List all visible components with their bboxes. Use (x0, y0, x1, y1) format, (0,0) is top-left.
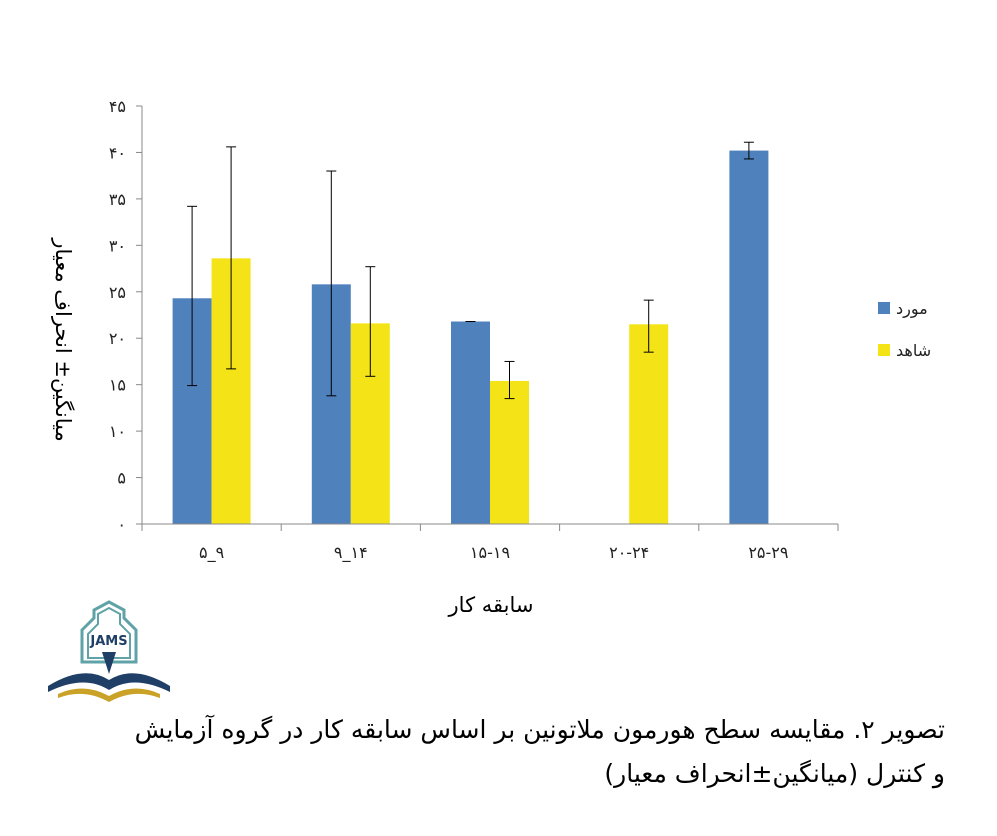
jams-logo: JAMS (48, 600, 170, 702)
legend: مورد شاهد (878, 299, 931, 360)
bar (451, 321, 490, 524)
x-axis-title: سابقه کار (448, 593, 534, 617)
y-tick-label: ۴۰ (109, 143, 126, 162)
caption-line-2: و کنترل (میانگین±انحراف معیار) (604, 759, 945, 788)
x-tick-label: ۱۵-۱۹ (470, 543, 510, 562)
y-tick-label: ۴۵ (109, 97, 126, 116)
x-tick-label: ۹_۱۴ (334, 543, 368, 563)
y-tick-label: ۰ (117, 515, 126, 534)
y-tick-label: ۲۵ (109, 283, 126, 302)
y-tick-label: ۳۵ (109, 190, 126, 209)
legend-swatch (878, 344, 890, 356)
x-tick-label: ۲۰-۲۴ (609, 543, 649, 562)
bar (729, 150, 769, 524)
y-tick-label: ۲۰ (109, 329, 126, 348)
y-axis-title: میانگین± انحراف معیار (51, 237, 75, 441)
figure-caption: تصویر ۲. مقایسه سطح هورمون ملاتونین بر ا… (40, 708, 945, 796)
x-tick-label: ۵_۹ (199, 543, 224, 563)
bar (490, 380, 529, 524)
bar-chart: ۰ ۵ ۱۰ ۱۵ ۲۰ ۲۵ ۳۰ ۳۵ ۴۰ ۴۵ ۵_۹ ۹_۱۴ ۱۵-۱۹ ۲۰-۲۴ ۲۵-۲… (51, 97, 931, 617)
caption-line-1: تصویر ۲. مقایسه سطح هورمون ملاتونین بر ا… (134, 715, 945, 744)
svg-text:JAMS: JAMS (89, 634, 127, 649)
y-tick-label: ۵ (117, 469, 126, 488)
legend-swatch (878, 302, 890, 314)
legend-label: شاهد (896, 341, 931, 360)
x-axis: ۵_۹ ۹_۱۴ ۱۵-۱۹ ۲۰-۲۴ ۲۵-۲۹ (141, 523, 839, 563)
y-tick-label: ۳۰ (109, 236, 126, 255)
y-tick-label: ۱۰ (109, 422, 126, 441)
bar (629, 324, 669, 524)
x-tick-label: ۲۵-۲۹ (748, 543, 788, 562)
y-tick-label: ۱۵ (109, 376, 126, 395)
bars (172, 150, 769, 524)
legend-label: مورد (896, 299, 928, 319)
error-bars (187, 141, 754, 400)
y-axis: ۰ ۵ ۱۰ ۱۵ ۲۰ ۲۵ ۳۰ ۳۵ ۴۰ ۴۵ (109, 97, 143, 534)
